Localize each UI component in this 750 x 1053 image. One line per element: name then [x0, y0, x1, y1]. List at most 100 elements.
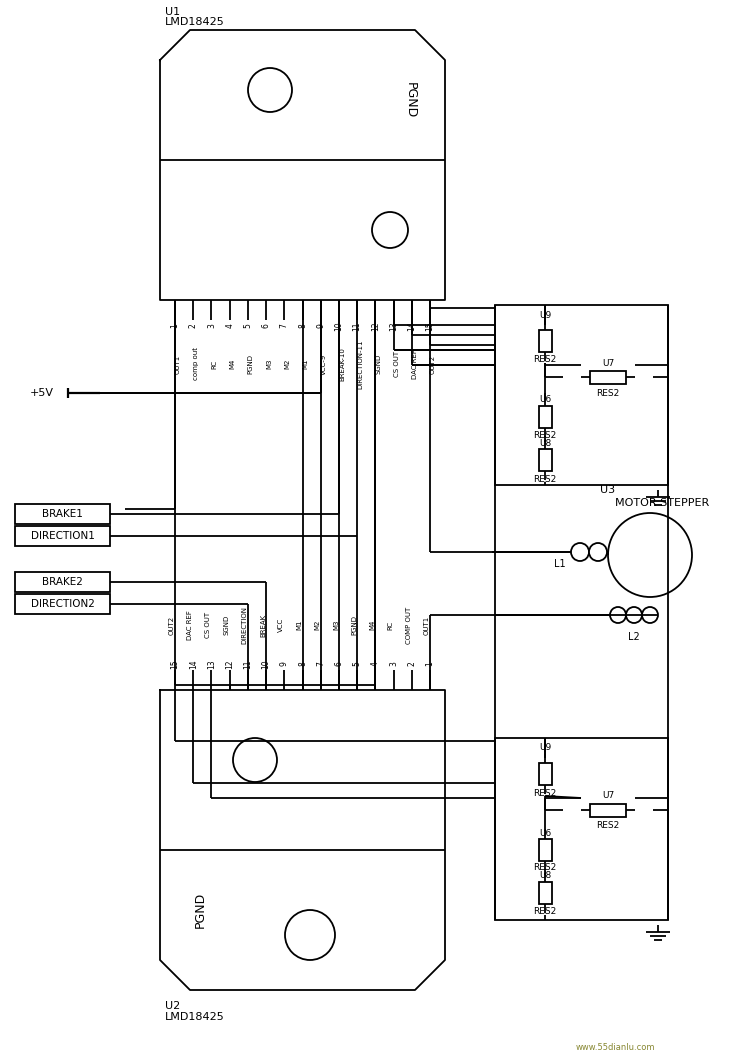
Text: COMP OUT: COMP OUT	[406, 607, 412, 643]
Text: 7: 7	[316, 661, 326, 667]
Text: 11: 11	[352, 321, 362, 331]
Circle shape	[571, 543, 589, 561]
Text: LMD18425: LMD18425	[165, 17, 225, 27]
Text: U6: U6	[538, 396, 551, 404]
Text: 10: 10	[262, 659, 271, 669]
Text: 12: 12	[370, 321, 380, 331]
Text: U3: U3	[600, 485, 615, 495]
Text: 15: 15	[425, 321, 434, 331]
Circle shape	[610, 607, 626, 623]
Text: PGND: PGND	[351, 615, 357, 635]
Circle shape	[608, 513, 692, 597]
Text: 3: 3	[389, 661, 398, 667]
Bar	[538, 882, 551, 903]
Text: M4: M4	[230, 359, 236, 370]
Text: SGND: SGND	[375, 354, 381, 374]
Text: M3: M3	[266, 359, 272, 370]
Circle shape	[248, 68, 292, 112]
Text: RES2: RES2	[596, 389, 619, 397]
Text: BREAK-10: BREAK-10	[339, 347, 345, 381]
Text: DAC REF: DAC REF	[188, 610, 194, 640]
Text: 5: 5	[243, 323, 252, 329]
Text: VCC-9: VCC-9	[321, 354, 327, 375]
Circle shape	[233, 738, 277, 782]
Circle shape	[372, 212, 408, 249]
Text: RES2: RES2	[533, 863, 556, 873]
Bar	[15, 572, 110, 592]
Text: RES2: RES2	[533, 475, 556, 483]
Text: 7: 7	[280, 323, 289, 329]
Text: BRAKE1: BRAKE1	[42, 509, 83, 519]
Text: L1: L1	[554, 559, 566, 569]
Text: L2: L2	[628, 632, 640, 642]
Text: M1: M1	[296, 620, 302, 631]
Text: comp out: comp out	[194, 347, 200, 380]
Text: SGND: SGND	[224, 615, 230, 635]
Text: U7: U7	[602, 792, 614, 800]
Circle shape	[589, 543, 607, 561]
Circle shape	[642, 607, 658, 623]
Bar	[15, 504, 110, 524]
Text: CS OUT: CS OUT	[394, 351, 400, 377]
Text: CS OUT: CS OUT	[206, 612, 212, 638]
Circle shape	[285, 910, 335, 960]
Text: DIRECTION: DIRECTION	[242, 605, 248, 644]
Text: 6: 6	[334, 661, 344, 667]
Text: 14: 14	[189, 659, 198, 669]
Circle shape	[626, 607, 642, 623]
Text: DIRECTION2: DIRECTION2	[31, 599, 94, 609]
Text: M3: M3	[333, 620, 339, 631]
Bar	[15, 594, 110, 614]
Text: OUT1: OUT1	[424, 615, 430, 635]
Text: LMD18425: LMD18425	[165, 1012, 225, 1022]
Text: MOTOR STEPPER: MOTOR STEPPER	[615, 498, 710, 508]
Text: RC: RC	[211, 359, 217, 369]
Text: DIRECTION1: DIRECTION1	[31, 531, 94, 541]
Text: U7: U7	[602, 358, 614, 367]
Text: 4: 4	[370, 661, 380, 667]
Text: 9: 9	[316, 323, 326, 329]
Text: U2: U2	[165, 1001, 180, 1011]
Text: VCC: VCC	[278, 618, 284, 632]
Text: 10: 10	[334, 321, 344, 331]
Text: 4: 4	[225, 323, 234, 329]
Text: 11: 11	[243, 659, 252, 669]
Text: DAC REF: DAC REF	[412, 349, 418, 379]
Text: PGND: PGND	[404, 82, 416, 118]
Text: 3: 3	[207, 323, 216, 329]
Text: M1: M1	[302, 359, 308, 370]
Text: RES2: RES2	[533, 356, 556, 364]
Text: BREAK: BREAK	[260, 614, 266, 637]
Bar	[590, 371, 626, 383]
Text: U8: U8	[538, 872, 551, 880]
Text: 6: 6	[262, 323, 271, 329]
Text: RC: RC	[388, 620, 394, 630]
Bar	[495, 305, 668, 485]
Text: 13: 13	[207, 659, 216, 669]
Text: 1: 1	[425, 661, 434, 667]
Text: U9: U9	[538, 311, 551, 319]
Text: BRAKE2: BRAKE2	[42, 577, 83, 587]
Text: +5V: +5V	[30, 388, 54, 398]
Text: www.55dianlu.com: www.55dianlu.com	[575, 1042, 655, 1052]
Text: U9: U9	[538, 743, 551, 753]
Text: 8: 8	[298, 323, 307, 329]
Text: OUT2: OUT2	[169, 615, 175, 635]
Text: U1: U1	[165, 7, 180, 17]
Text: 15: 15	[170, 659, 179, 669]
Text: 1: 1	[170, 323, 179, 329]
Bar	[15, 526, 110, 547]
Bar	[538, 763, 551, 784]
Bar	[538, 449, 551, 471]
Text: RES2: RES2	[533, 431, 556, 439]
Bar	[538, 330, 551, 352]
Bar	[538, 406, 551, 428]
Text: OUT1: OUT1	[175, 355, 181, 374]
Text: OUT2: OUT2	[430, 355, 436, 374]
Text: 14: 14	[407, 321, 416, 331]
Text: 12: 12	[225, 659, 234, 669]
Text: RES2: RES2	[533, 789, 556, 797]
Text: RES2: RES2	[533, 908, 556, 916]
Text: RES2: RES2	[596, 821, 619, 831]
Bar	[590, 803, 626, 816]
